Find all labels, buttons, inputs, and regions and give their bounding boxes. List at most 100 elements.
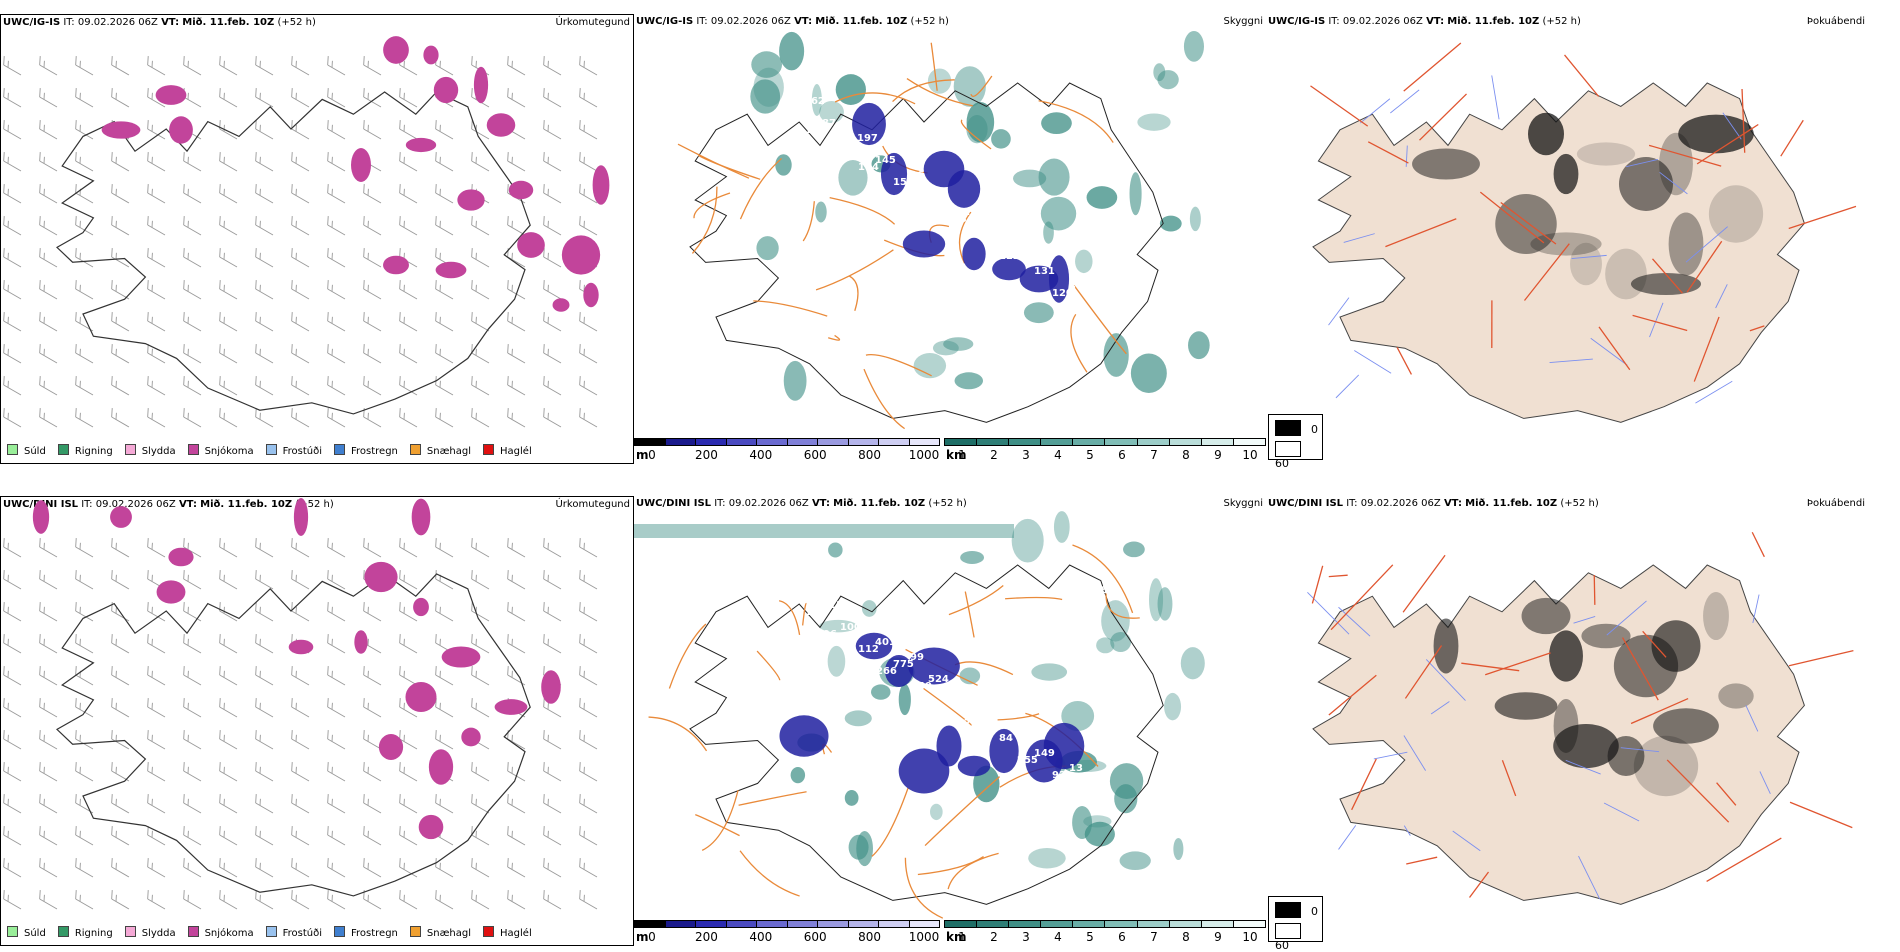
ceiling-label: 112 bbox=[858, 644, 879, 655]
wind-barb bbox=[360, 538, 385, 557]
visibility-cell bbox=[862, 600, 877, 617]
cloud-ceiling-panel-bottom: UWC/DINI ISL IT: 09.02.2026 06Z VT: Mið.… bbox=[634, 496, 1266, 946]
visibility-cell bbox=[871, 684, 891, 699]
ceiling-color-strip bbox=[634, 920, 940, 928]
snow-cell bbox=[442, 646, 481, 667]
road-line bbox=[1329, 575, 1348, 576]
precip-legend-item: Rigning bbox=[58, 444, 113, 457]
wind-barb bbox=[288, 184, 313, 203]
snow-cell bbox=[517, 232, 545, 258]
wind-barb bbox=[468, 602, 493, 621]
snow-cell bbox=[379, 734, 403, 760]
wind-barb bbox=[252, 88, 277, 107]
wind-barb bbox=[216, 794, 241, 813]
wind-barb bbox=[468, 280, 493, 299]
wind-barb bbox=[108, 280, 133, 299]
wind-barb bbox=[468, 570, 493, 589]
precip-legend-item: Snæhagl bbox=[410, 444, 471, 457]
wind-barb bbox=[216, 634, 241, 653]
wind-barb bbox=[324, 280, 349, 299]
precip-legend-item: Frostúði bbox=[266, 926, 322, 939]
colorbar-segment bbox=[1138, 921, 1170, 927]
colorbar-segment bbox=[910, 439, 940, 445]
wind-barb bbox=[216, 698, 241, 717]
snow-cell bbox=[102, 121, 141, 138]
colorbar-segment bbox=[818, 439, 849, 445]
wind-barb bbox=[252, 184, 277, 203]
ceiling-label: 130 bbox=[805, 125, 826, 136]
wind-barb bbox=[504, 890, 529, 909]
colorbar-segment bbox=[879, 439, 910, 445]
wind-barb bbox=[216, 666, 241, 685]
snow-cell bbox=[562, 235, 600, 274]
cloud-map: 2196991390132114015242101491881007757698… bbox=[634, 496, 1266, 946]
legend-label: Haglél bbox=[500, 928, 532, 939]
wind-barb bbox=[576, 376, 601, 395]
road-line bbox=[1312, 566, 1322, 604]
colorbar-tick: 5 bbox=[1086, 930, 1094, 944]
ceiling-label: 133 bbox=[981, 229, 1002, 240]
wind-barb bbox=[324, 794, 349, 813]
visibility-cell bbox=[828, 646, 846, 677]
wind-barb bbox=[252, 602, 277, 621]
colorbar-tick: 1000 bbox=[909, 930, 940, 944]
visibility-cell bbox=[933, 341, 959, 356]
colorbar-segment bbox=[1170, 921, 1202, 927]
precip-map bbox=[1, 15, 634, 464]
road-line bbox=[965, 592, 974, 638]
wind-barb bbox=[540, 248, 565, 267]
colorbar-segment bbox=[1041, 921, 1073, 927]
colorbar-tick: 2 bbox=[990, 448, 998, 462]
wind-barb bbox=[108, 858, 133, 877]
wind-barb bbox=[216, 890, 241, 909]
wind-barb bbox=[360, 248, 385, 267]
wind-barb bbox=[108, 570, 133, 589]
ceiling-label: 155 bbox=[893, 177, 914, 188]
wind-barb bbox=[216, 152, 241, 171]
colorbar-segment bbox=[727, 439, 758, 445]
wind-barb bbox=[36, 184, 61, 203]
wind-barb bbox=[252, 280, 277, 299]
wind-barb bbox=[252, 248, 277, 267]
wind-barb bbox=[108, 698, 133, 717]
wind-barb bbox=[324, 376, 349, 395]
wind-barb bbox=[396, 344, 421, 363]
wind-barb bbox=[396, 184, 421, 203]
colorbar-segment bbox=[788, 921, 819, 927]
wind-barb bbox=[252, 794, 277, 813]
wind-barb bbox=[216, 56, 241, 75]
wind-barb bbox=[252, 666, 277, 685]
iceland-outline bbox=[57, 574, 530, 896]
colorbar-segment bbox=[1009, 921, 1041, 927]
visibility-cell bbox=[845, 710, 872, 726]
cloud-ceiling-panel-top: UWC/IG-IS IT: 09.02.2026 06Z VT: Mið. 11… bbox=[634, 14, 1266, 464]
wind-barb bbox=[144, 152, 169, 171]
wind-barb bbox=[288, 120, 313, 139]
road-line bbox=[1406, 857, 1437, 864]
fog-low-label: 60 bbox=[1275, 457, 1289, 470]
colorbar-segment bbox=[1009, 439, 1041, 445]
road-line bbox=[1790, 802, 1852, 827]
wind-barb bbox=[324, 602, 349, 621]
road-line bbox=[1403, 555, 1445, 612]
wind-barb bbox=[360, 826, 385, 845]
colorbar-tick: 3 bbox=[1022, 930, 1030, 944]
wind-barb bbox=[396, 570, 421, 589]
ceiling-color-strip bbox=[634, 438, 940, 446]
wind-barb bbox=[504, 312, 529, 331]
visibility-cell bbox=[756, 236, 778, 260]
ceiling-label: 84 bbox=[999, 733, 1013, 744]
wind-barb bbox=[324, 248, 349, 267]
ceiling-label: 162 bbox=[804, 96, 825, 107]
precip-legend-item: Rigning bbox=[58, 926, 113, 939]
visibility-cell bbox=[1101, 600, 1130, 641]
fog-cell bbox=[1718, 683, 1753, 708]
wind-barb bbox=[468, 538, 493, 557]
iceland-outline bbox=[690, 565, 1163, 904]
wind-barb bbox=[576, 216, 601, 235]
visibility-cell bbox=[1028, 848, 1066, 868]
wind-barb bbox=[432, 730, 457, 749]
wind-barb bbox=[216, 730, 241, 749]
legend-label: Slydda bbox=[142, 446, 176, 457]
